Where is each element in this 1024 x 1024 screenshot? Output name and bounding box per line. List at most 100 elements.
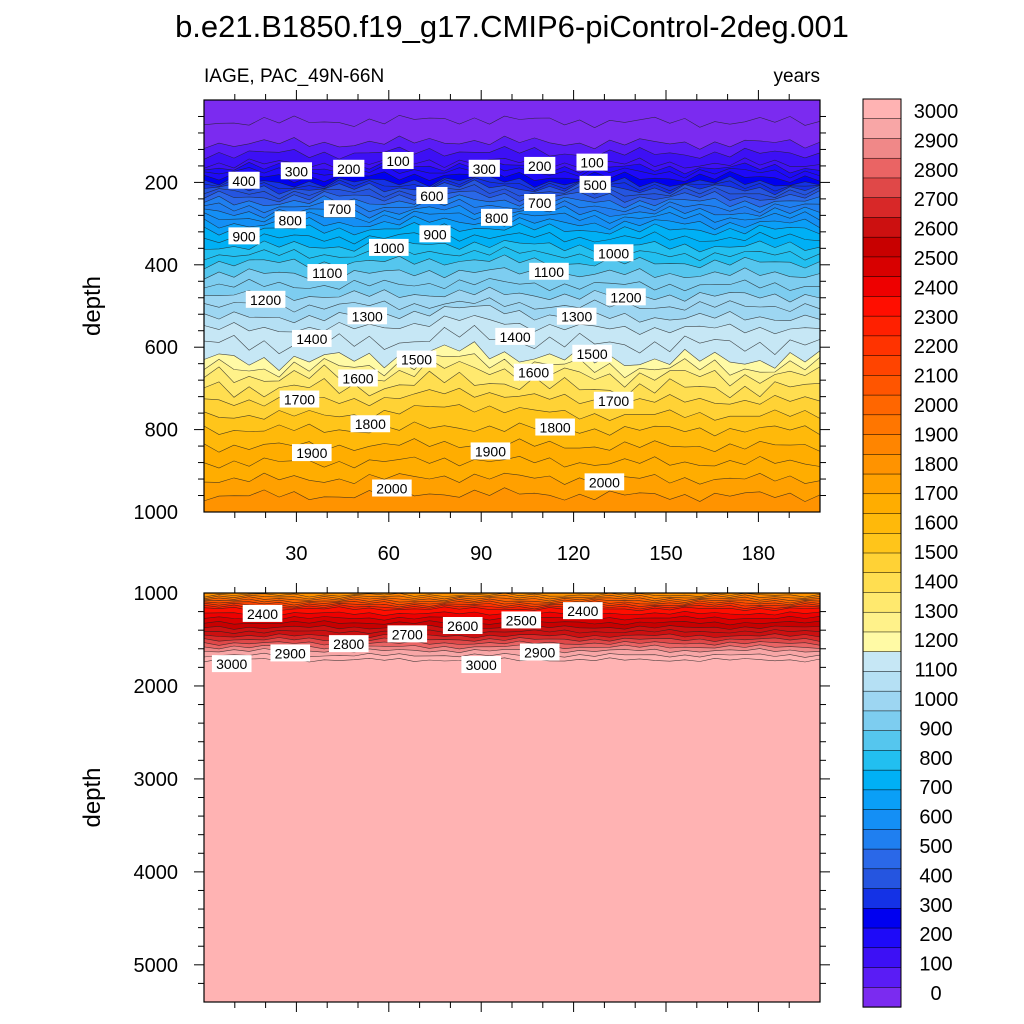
contour-line bbox=[203, 177, 821, 192]
contour-band bbox=[204, 593, 820, 1002]
contour-label: 100 bbox=[382, 151, 414, 169]
contour-label-text: 100 bbox=[386, 153, 410, 169]
contour-line bbox=[203, 438, 821, 453]
contour-label: 100 bbox=[576, 153, 608, 171]
x-tick-label: 30 bbox=[285, 543, 307, 565]
contour-label: 1500 bbox=[572, 344, 612, 362]
x-tick-label: 90 bbox=[470, 543, 492, 565]
colorbar-label: 600 bbox=[919, 807, 952, 829]
contour-label: 1600 bbox=[338, 369, 378, 387]
contour-label-text: 200 bbox=[528, 158, 552, 174]
contour-label: 1100 bbox=[529, 262, 569, 280]
colorbar-swatch bbox=[862, 315, 902, 337]
contour-label-text: 2700 bbox=[392, 626, 423, 642]
contour-line bbox=[203, 198, 821, 214]
contour-label: 1000 bbox=[593, 244, 634, 262]
contour-band bbox=[204, 100, 820, 128]
contour-line bbox=[203, 286, 821, 303]
x-tick-label: 60 bbox=[378, 543, 400, 565]
contour-label-text: 700 bbox=[528, 195, 552, 211]
colorbar-swatch bbox=[862, 552, 902, 574]
contour-line bbox=[203, 146, 821, 160]
contour-label-text: 1700 bbox=[598, 393, 629, 409]
colorbar-label: 0 bbox=[930, 983, 941, 1005]
contour-line bbox=[203, 341, 821, 372]
contour-label-box bbox=[372, 479, 412, 497]
upper-panel: 400 300 200 100 300 200 100 500 600 700 700 800 800 9… bbox=[79, 90, 830, 565]
contour-label-text: 2000 bbox=[376, 481, 407, 497]
colorbar-swatch bbox=[862, 868, 902, 890]
contour-label: 1700 bbox=[279, 390, 320, 408]
contour-line bbox=[203, 304, 821, 324]
contour-line bbox=[203, 315, 821, 335]
colorbar-swatch bbox=[862, 592, 902, 613]
contour-label: 300 bbox=[468, 159, 500, 177]
contour-label: 200 bbox=[524, 156, 556, 174]
contour-line bbox=[203, 179, 821, 196]
colorbar-swatch bbox=[862, 197, 902, 219]
colorbar-label: 500 bbox=[919, 836, 952, 858]
colorbar-swatch bbox=[862, 296, 902, 317]
colorbar-swatch bbox=[862, 355, 902, 376]
contour-label: 1100 bbox=[307, 264, 347, 282]
y-tick-label: 3000 bbox=[134, 769, 179, 791]
contour-label-text: 1400 bbox=[296, 331, 327, 347]
contour-label-box bbox=[228, 171, 260, 189]
y-tick-label: 400 bbox=[145, 255, 178, 277]
colorbar: 0 100 200 300 400 500 600 700 800 900 1000 1100 1200… bbox=[862, 98, 959, 1008]
colorbar-swatch bbox=[862, 572, 902, 594]
contour-label-text: 300 bbox=[473, 161, 497, 177]
contour-label-text: 1900 bbox=[475, 443, 506, 459]
colorbar-swatch bbox=[862, 533, 902, 554]
contour-label: 3000 bbox=[211, 655, 252, 673]
contour-label-text: 900 bbox=[232, 228, 256, 244]
colorbar-swatch bbox=[862, 671, 902, 692]
contour-label-box bbox=[338, 369, 378, 387]
colorbar-swatch bbox=[862, 809, 902, 830]
colorbar-label: 2300 bbox=[914, 307, 959, 329]
contour-label: 1300 bbox=[556, 307, 597, 325]
colorbar-label: 200 bbox=[919, 924, 952, 946]
contour-label-text: 2400 bbox=[567, 603, 598, 619]
contour-label-text: 1700 bbox=[284, 392, 315, 408]
contour-label-text: 2900 bbox=[275, 645, 306, 661]
contour-label-box bbox=[382, 151, 414, 169]
colorbar-swatch bbox=[862, 394, 902, 416]
y-tick-label: 2000 bbox=[134, 676, 179, 698]
contour-label-text: 900 bbox=[423, 226, 447, 242]
contour-label: 2600 bbox=[442, 616, 483, 634]
contour-line bbox=[203, 421, 821, 437]
contour-label-text: 2600 bbox=[447, 618, 478, 634]
contour-label: 2400 bbox=[242, 604, 283, 622]
contour-label-box bbox=[470, 442, 511, 460]
contour-line bbox=[203, 267, 821, 280]
colorbar-swatch bbox=[862, 236, 902, 258]
contour-label-text: 2900 bbox=[524, 644, 555, 660]
colorbar-label: 1300 bbox=[914, 601, 959, 623]
contour-line bbox=[203, 297, 821, 313]
contour-label: 1200 bbox=[245, 290, 286, 308]
contour-line bbox=[203, 604, 821, 610]
contour-line bbox=[203, 472, 821, 485]
contour-label: 400 bbox=[228, 171, 260, 189]
contour-label-box bbox=[369, 238, 409, 256]
contour-label-text: 1800 bbox=[355, 416, 386, 432]
contour-label-box bbox=[501, 611, 542, 629]
contour-label: 900 bbox=[228, 227, 260, 245]
y-tick-label: 800 bbox=[145, 420, 178, 442]
colorbar-swatch bbox=[862, 157, 902, 179]
contour-label-text: 1000 bbox=[373, 240, 404, 256]
contour-label-box bbox=[606, 288, 646, 306]
contour-label-box bbox=[576, 153, 608, 171]
contour-label-text: 3000 bbox=[216, 656, 247, 672]
contour-line bbox=[203, 487, 821, 502]
contour-label: 500 bbox=[579, 175, 611, 193]
contour-label: 1600 bbox=[513, 363, 554, 381]
contour-label: 1500 bbox=[396, 350, 437, 368]
contour-label-text: 300 bbox=[285, 163, 309, 179]
colorbar-swatch bbox=[862, 434, 902, 455]
contour-line bbox=[203, 254, 821, 270]
colorbar-swatch bbox=[862, 98, 902, 120]
contour-line bbox=[203, 606, 821, 612]
